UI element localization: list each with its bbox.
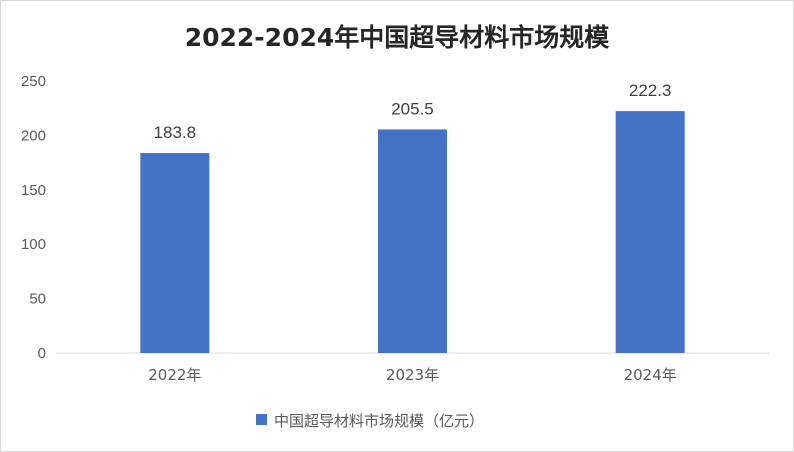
legend-swatch	[256, 414, 267, 425]
data-label: 222.3	[629, 81, 672, 100]
chart-title: 2022-2024年中国超导材料市场规模	[185, 23, 611, 52]
data-label: 183.8	[154, 123, 197, 142]
x-tick-label: 2023年	[386, 366, 439, 384]
data-label: 205.5	[391, 99, 434, 118]
legend: 中国超导材料市场规模（亿元）	[256, 412, 484, 430]
x-tick-label: 2024年	[624, 366, 677, 384]
bar	[140, 153, 210, 353]
y-tick-label: 200	[21, 127, 46, 144]
y-axis-ticks: 0 50 100 150 200 250	[21, 73, 46, 362]
x-axis-ticks: 2022年 2023年 2024年	[148, 366, 677, 384]
y-tick-label: 50	[29, 291, 46, 308]
bar	[615, 111, 685, 353]
x-tick-label: 2022年	[148, 366, 201, 384]
bar	[378, 129, 447, 353]
y-tick-label: 250	[21, 73, 46, 90]
bar-group	[140, 111, 685, 353]
data-label-group: 183.8 205.5 222.3	[154, 81, 672, 142]
legend-label: 中国超导材料市场规模（亿元）	[274, 412, 484, 430]
y-tick-label: 150	[21, 182, 46, 199]
y-tick-label: 100	[21, 236, 46, 253]
y-tick-label: 0	[38, 345, 46, 362]
